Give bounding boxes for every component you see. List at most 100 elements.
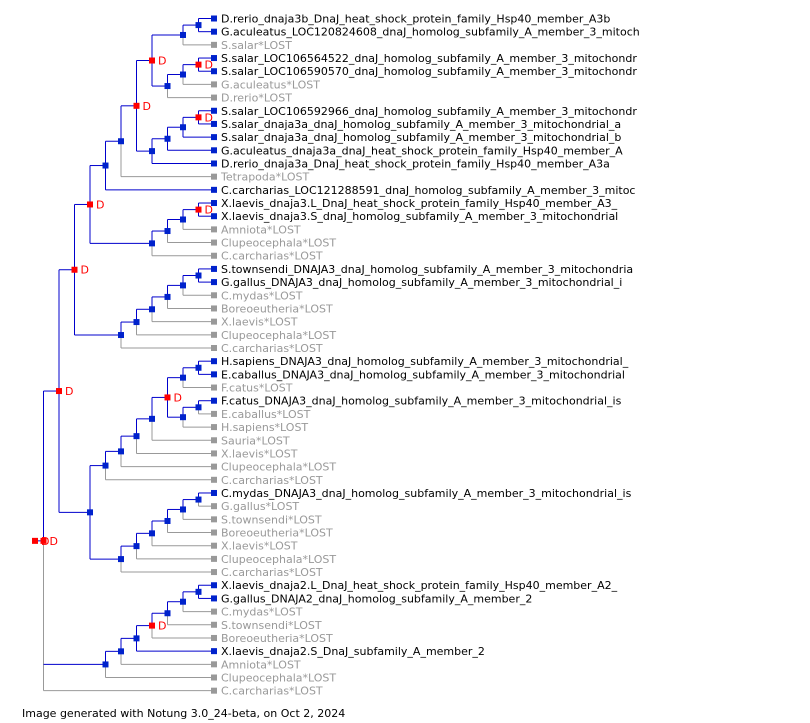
speciation-node-marker [133,635,140,642]
duplication-label: D [81,264,89,277]
lost-leaf-label: Sauria*LOST [221,434,290,447]
lost-leaf-marker [211,516,217,523]
speciation-node-marker [195,272,202,279]
speciation-node-marker [195,22,202,29]
leaf-node-marker [211,107,217,114]
speciation-node-marker [164,228,171,235]
speciation-node-marker [180,414,186,421]
duplication-label: D [143,100,151,113]
lost-leaf-marker [211,542,217,549]
speciation-node-marker [195,364,202,371]
leaf-node-marker [211,134,217,141]
lost-leaf-marker [211,450,217,457]
speciation-node-marker [180,506,186,513]
leaf-node-marker [211,648,217,655]
gene-leaf-label: S.salar_dnaja3a_dnaJ_homolog_subfamily_A… [221,118,621,131]
lost-leaf-label: Tetrapoda*LOST [220,171,310,184]
lost-leaf-marker [211,463,217,470]
lost-leaf-label: Boreoeutheria*LOST [221,632,333,645]
leaf-node-marker [211,160,217,167]
leaf-node-marker [211,265,217,272]
speciation-node-marker [149,415,155,422]
lost-leaf-marker [211,331,217,338]
lost-leaf-label: S.townsendi*LOST [221,513,322,526]
lost-leaf-label: S.townsendi*LOST [221,619,322,632]
lost-leaf-marker [211,424,217,431]
speciation-node-marker [180,31,186,38]
lost-leaf-label: D.rerio*LOST [221,92,292,105]
footer-caption: Image generated with Notung 3.0_24-beta,… [22,707,346,720]
gene-leaf-label: S.salar_LOC106564522_dnaJ_homolog_subfam… [221,52,637,65]
lost-leaf-marker [211,173,217,180]
lost-leaf-marker [211,41,217,48]
lost-leaf-marker [211,305,217,312]
lost-leaf-label: Boreoeutheria*LOST [221,527,333,540]
lost-leaf-label: E.caballus*LOST [221,408,311,421]
speciation-node-marker [164,517,171,524]
leaf-node-marker [211,28,217,35]
lost-leaf-marker [211,239,217,246]
lost-leaf-marker [211,292,217,299]
duplication-node-marker [87,201,93,208]
gene-leaf-label: C.mydas_DNAJA3_dnaJ_homolog_subfamily_A_… [221,487,632,500]
leaf-node-marker [211,358,217,365]
speciation-node-marker [180,216,186,223]
lost-leaf-marker [211,529,217,536]
speciation-node-marker [118,648,124,655]
lost-leaf-label: Clupeocephala*LOST [221,553,336,566]
duplication-label: D [174,391,182,404]
leaf-node-marker [211,489,217,496]
gene-leaf-label: D.rerio_dnaja3a_DnaJ_heat_shock_protein_… [221,157,610,170]
lost-leaf-label: F.catus*LOST [221,382,293,395]
duplication-node-marker [195,206,202,213]
lost-leaf-marker [211,555,217,562]
gene-leaf-label: X.laevis_dnaja2.S_DnaJ_subfamily_A_membe… [221,645,485,658]
lost-leaf-label: Clupeocephala*LOST [221,672,336,685]
gene-leaf-label: S.townsendi_DNAJA3_dnaJ_homolog_subfamil… [221,263,633,276]
speciation-node-marker [133,543,140,550]
leaf-node-marker [211,200,217,207]
duplication-node-marker [195,61,202,68]
leaf-node-marker [211,213,217,220]
leaf-node-marker [211,68,217,75]
gene-leaf-label: G.aculeatus_LOC120824608_dnaJ_homolog_su… [221,26,640,39]
lost-leaf-label: C.mydas*LOST [221,289,303,302]
gene-leaf-label: E.caballus_DNAJA3_dnaJ_homolog_subfamily… [221,368,625,381]
duplication-node-marker [40,537,47,544]
duplication-label: D [96,198,104,211]
lost-leaf-marker [211,503,217,510]
duplication-label: D [205,204,213,217]
gene-leaf-label: G.aculeatus_dnaja3a_dnaJ_heat_shock_prot… [221,144,623,157]
duplication-node-marker [149,622,155,629]
speciation-node-marker [118,138,124,145]
duplication-label: D [205,111,213,124]
speciation-node-marker [118,448,124,455]
lost-leaf-label: Clupeocephala*LOST [221,461,336,474]
speciation-node-marker [102,162,109,169]
gene-leaf-label: X.laevis_dnaja3.L_DnaJ_heat_shock_protei… [221,197,618,210]
lost-leaf-label: S.salar*LOST [221,39,292,52]
lost-leaf-marker [211,661,217,668]
lost-leaf-label: Clupeocephala*LOST [221,329,336,342]
lost-leaf-label: C.mydas*LOST [221,606,303,619]
leaf-node-marker [211,279,217,286]
lost-leaf-marker [211,384,217,391]
gene-leaf-label: H.sapiens_DNAJA3_dnaJ_homolog_subfamily_… [221,355,629,368]
lost-leaf-label: C.carcharias*LOST [221,685,323,698]
lost-leaf-marker [211,476,217,483]
lost-leaf-label: X.laevis*LOST [221,540,298,553]
gene-leaf-label: X.laevis_dnaja2.L_DnaJ_heat_shock_protei… [221,579,618,592]
speciation-node-marker [195,404,202,411]
speciation-node-marker [195,496,202,503]
duplication-node-marker [149,57,155,64]
gene-leaf-label: D.rerio_dnaja3b_DnaJ_heat_shock_protein_… [221,13,610,26]
speciation-node-marker [180,598,186,605]
leaf-node-marker [211,397,217,404]
lost-leaf-marker [211,345,217,351]
speciation-node-marker [164,83,171,90]
speciation-node-marker [164,135,171,142]
duplication-label: D [158,55,166,68]
leaf-node-marker [211,120,217,127]
lost-leaf-label: C.carcharias*LOST [221,342,323,355]
